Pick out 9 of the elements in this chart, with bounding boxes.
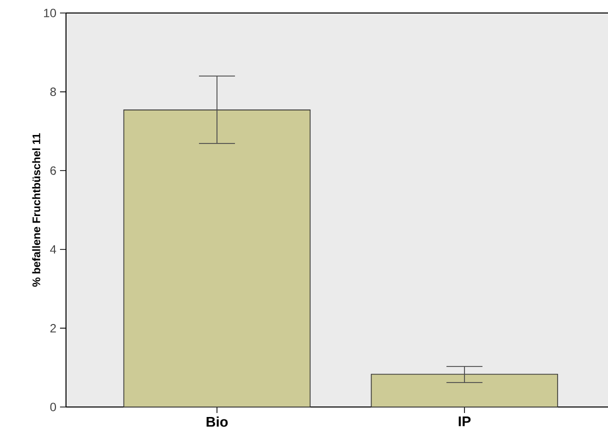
y-tick-label: 0 — [50, 402, 56, 412]
y-tick-label: 2 — [50, 324, 56, 332]
y-tick-label: 6 — [50, 166, 56, 175]
x-tick-label: IP — [458, 416, 471, 426]
y-tick-label: 4 — [50, 245, 56, 254]
x-tick-label: Bio — [206, 416, 228, 427]
y-axis-title: % befallene Fruchtbüschel 11 — [32, 133, 40, 287]
y-tick-label: 8 — [50, 88, 56, 96]
y-tick-label: 10 — [44, 8, 56, 18]
